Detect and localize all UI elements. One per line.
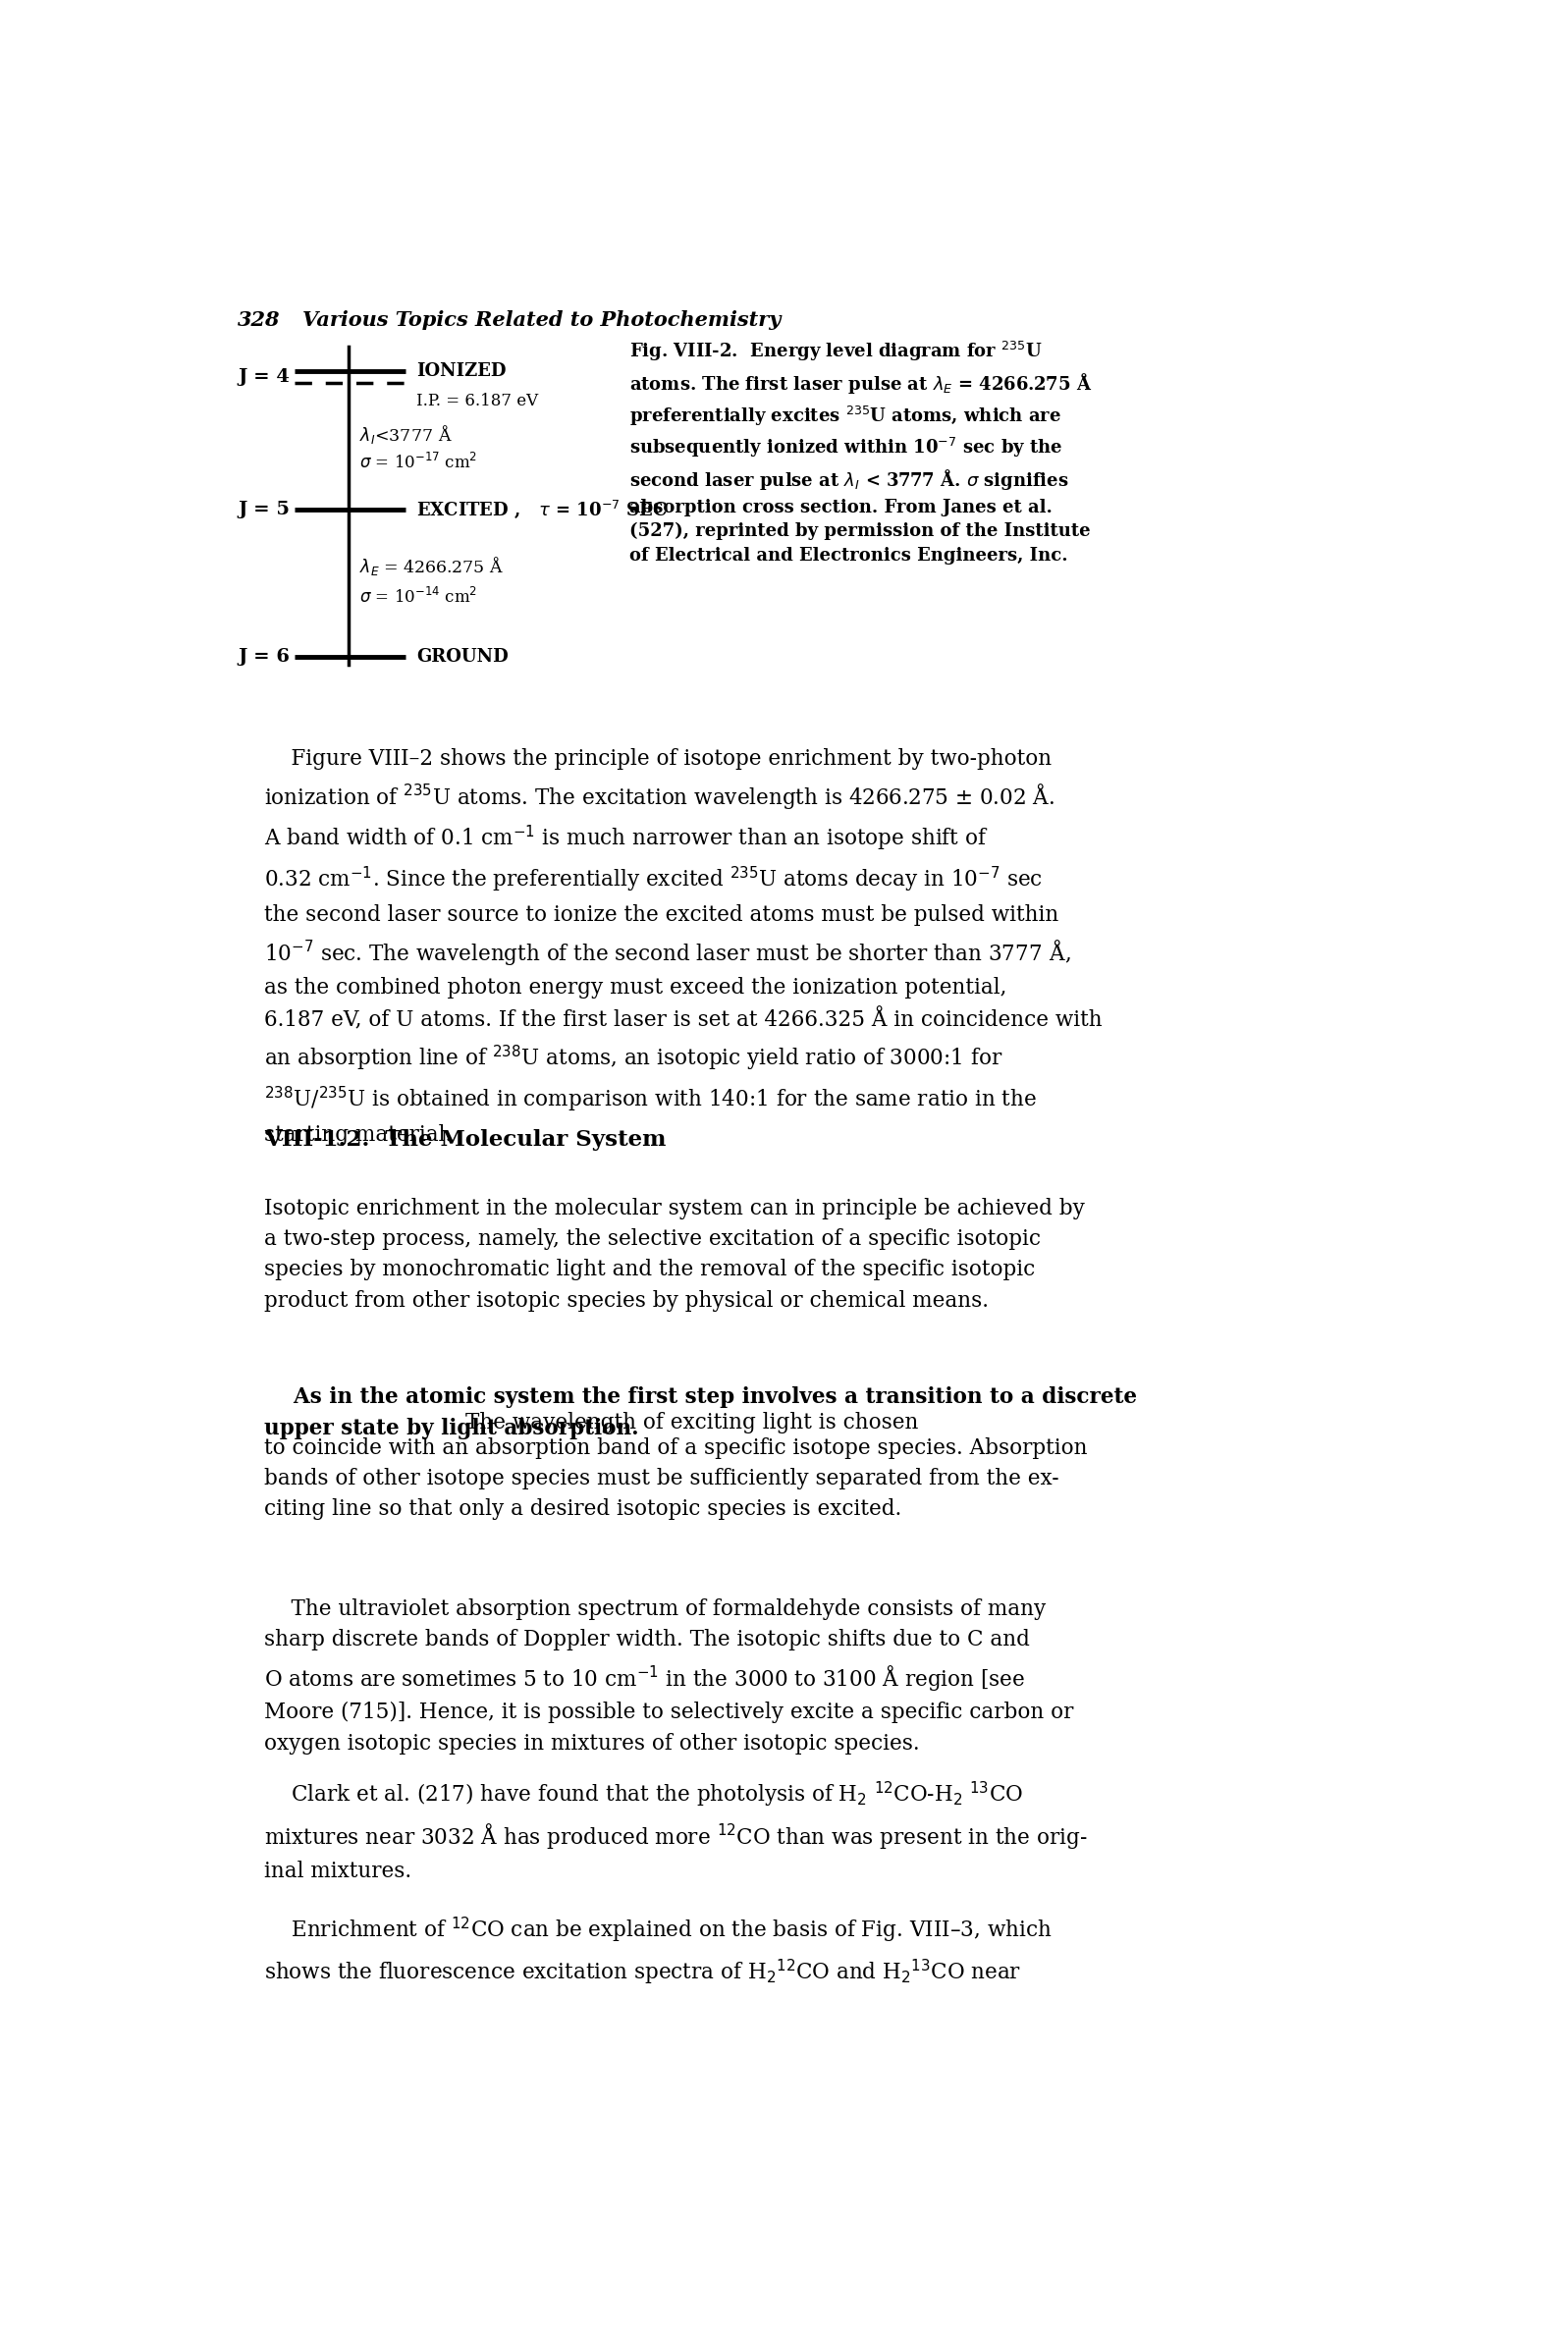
Text: As in the atomic system the first step involves a transition to a discrete
upper: As in the atomic system the first step i…	[265, 1386, 1137, 1439]
Text: EXCITED ,   $\tau$ = 10$^{-7}$ SEC: EXCITED , $\tau$ = 10$^{-7}$ SEC	[417, 500, 668, 521]
Text: J = 5: J = 5	[238, 500, 290, 518]
Text: GROUND: GROUND	[417, 649, 508, 665]
Text: Various Topics Related to Photochemistry: Various Topics Related to Photochemistry	[303, 312, 781, 330]
Text: Fig. VIII-2.  Energy level diagram for $^{235}$U
atoms. The first laser pulse at: Fig. VIII-2. Energy level diagram for $^…	[630, 339, 1093, 565]
Text: $\lambda_E$ = 4266.275 Å: $\lambda_E$ = 4266.275 Å	[359, 556, 503, 577]
Text: VIII-1.2.  The Molecular System: VIII-1.2. The Molecular System	[265, 1130, 666, 1151]
Text: Clark et al. (217) have found that the photolysis of H$_2$ $^{12}$CO-H$_2$ $^{13: Clark et al. (217) have found that the p…	[265, 1779, 1088, 1881]
Text: J = 4: J = 4	[238, 367, 290, 386]
Text: $\lambda_I$<3777 Å: $\lambda_I$<3777 Å	[359, 423, 453, 446]
Text: Enrichment of $^{12}$CO can be explained on the basis of Fig. VIII–3, which
show: Enrichment of $^{12}$CO can be explained…	[265, 1916, 1052, 1988]
Text: 328: 328	[238, 312, 281, 330]
Text: The wavelength of exciting light is chosen: The wavelength of exciting light is chos…	[466, 1411, 919, 1435]
Text: Figure VIII–2 shows the principle of isotope enrichment by two-photon
ionization: Figure VIII–2 shows the principle of iso…	[265, 749, 1102, 1146]
Text: The ultraviolet absorption spectrum of formaldehyde consists of many
sharp discr: The ultraviolet absorption spectrum of f…	[265, 1597, 1074, 1753]
Text: IONIZED: IONIZED	[417, 363, 506, 379]
Text: J = 6: J = 6	[238, 649, 290, 665]
Text: to coincide with an absorption band of a specific isotope species. Absorption
ba: to coincide with an absorption band of a…	[265, 1437, 1088, 1521]
Text: $\sigma$ = 10$^{-17}$ cm$^{2}$: $\sigma$ = 10$^{-17}$ cm$^{2}$	[359, 451, 478, 472]
Text: I.P. = 6.187 eV: I.P. = 6.187 eV	[417, 393, 538, 409]
Text: Isotopic enrichment in the molecular system can in principle be achieved by
a tw: Isotopic enrichment in the molecular sys…	[265, 1197, 1085, 1311]
Text: $\sigma$ = 10$^{-14}$ cm$^{2}$: $\sigma$ = 10$^{-14}$ cm$^{2}$	[359, 586, 478, 607]
